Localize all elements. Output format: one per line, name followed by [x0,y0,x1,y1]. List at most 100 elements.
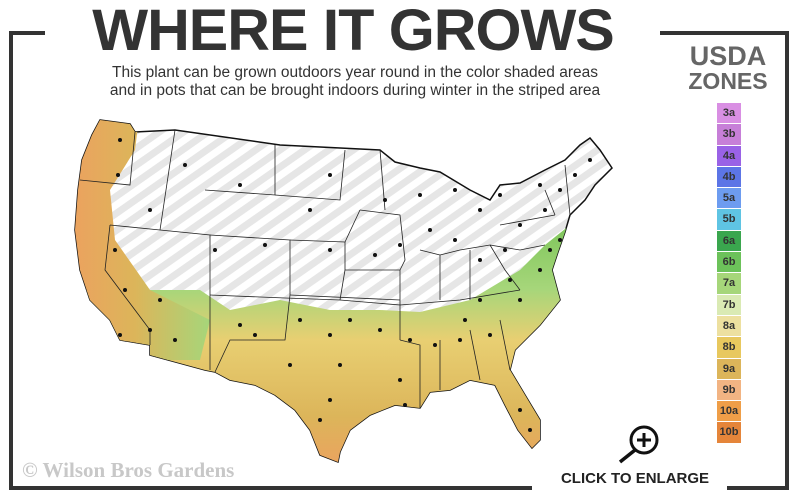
zone-swatch-8a: 8a [717,315,741,337]
state-border [499,214,556,226]
city-dot [548,248,552,252]
frame-right [785,31,789,490]
state-border [104,224,151,345]
city-dot [543,208,547,212]
zoom-in-icon[interactable] [616,422,664,464]
zone-swatch-3b: 3b [717,124,741,145]
zone-swatch-5b: 5b [717,209,741,230]
city-dot [398,378,402,382]
city-dot [403,403,407,407]
city-dot [328,248,332,252]
zone-swatch-3a: 3a [717,103,741,124]
zone-swatch-4b: 4b [717,166,741,188]
city-dot [263,243,267,247]
city-dot [148,208,152,212]
state-border [544,189,556,216]
zone-swatch-10b: 10b [717,422,741,443]
city-dot [288,363,292,367]
subtitle-line-2: and in pots that can be brought indoors … [109,82,601,99]
city-dot [478,298,482,302]
zone-swatch-7b: 7b [717,294,741,315]
city-dot [118,138,122,142]
city-dot [453,238,457,242]
legend-title: USDA ZONES [670,41,786,94]
city-dot [478,208,482,212]
frame-top-left [9,31,45,35]
zone-swatch-8b: 8b [717,337,741,358]
city-dot [518,223,522,227]
state-border [359,209,406,271]
state-border [274,149,346,201]
legend-title-line-1: USDA [689,41,767,71]
zone-swatch-9a: 9a [717,358,741,379]
subtitle-line-1: This plant can be grown outdoors year ro… [112,64,598,81]
zone-swatch-6a: 6a [717,230,741,252]
city-dot [488,333,492,337]
city-dot [328,173,332,177]
state-border [469,329,481,381]
state-border [214,294,291,373]
pacific-zone-band [75,120,210,360]
zone-swatch-7a: 7a [717,273,741,294]
state-border [399,289,521,306]
state-border [79,131,136,186]
city-dot [453,188,457,192]
city-dot [383,198,387,202]
city-dot [528,428,532,432]
city-dot [238,183,242,187]
subtitle: This plant can be grown outdoors year ro… [40,64,670,100]
city-dot [298,318,302,322]
frame-left [9,31,13,490]
city-dot [458,338,462,342]
city-dot [478,258,482,262]
city-dot [328,333,332,337]
city-dot [408,338,412,342]
state-border [289,294,401,301]
city-dot [518,298,522,302]
city-dot [558,238,562,242]
city-dot [538,268,542,272]
state-border [399,339,421,408]
city-dots [113,138,592,432]
city-dot [338,363,342,367]
city-dot [253,333,257,337]
city-dot [558,188,562,192]
legend-title-line-2: ZONES [688,68,768,94]
click-to-enlarge-button[interactable]: CLICK TO ENLARGE [560,470,710,487]
city-dot [213,248,217,252]
state-border [499,319,511,371]
city-dot [348,318,352,322]
city-dot [173,338,177,342]
city-dot [588,158,592,162]
city-dot [433,343,437,347]
zone-legend: 3a 3b 4a 4b 5a 5b 6a 6b 7a 7b 8a 8b 9a 9b 10a 10b [717,103,741,444]
state-border [419,244,546,256]
city-dot [498,193,502,197]
page-title: WHERE IT GROWS [92,0,614,63]
city-dot [398,243,402,247]
city-dot [123,288,127,292]
city-dot [116,173,120,177]
state-border [489,244,521,291]
city-dot [508,278,512,282]
city-dot [328,398,332,402]
city-dot [113,248,117,252]
zone-swatch-10a: 10a [717,401,741,422]
city-dot [318,418,322,422]
city-dot [183,163,187,167]
state-border [159,129,176,231]
zone-swatch-9b: 9b [717,379,741,401]
city-dot [463,318,467,322]
city-dot [308,208,312,212]
city-dot [148,328,152,332]
city-dot [538,183,542,187]
state-border [564,164,571,216]
zone-swatch-6b: 6b [717,252,741,273]
city-dot [373,253,377,257]
state-border [284,242,346,301]
city-dot [238,323,242,327]
state-border [109,224,161,231]
city-dot [118,333,122,337]
zone-swatch-5a: 5a [717,188,741,209]
